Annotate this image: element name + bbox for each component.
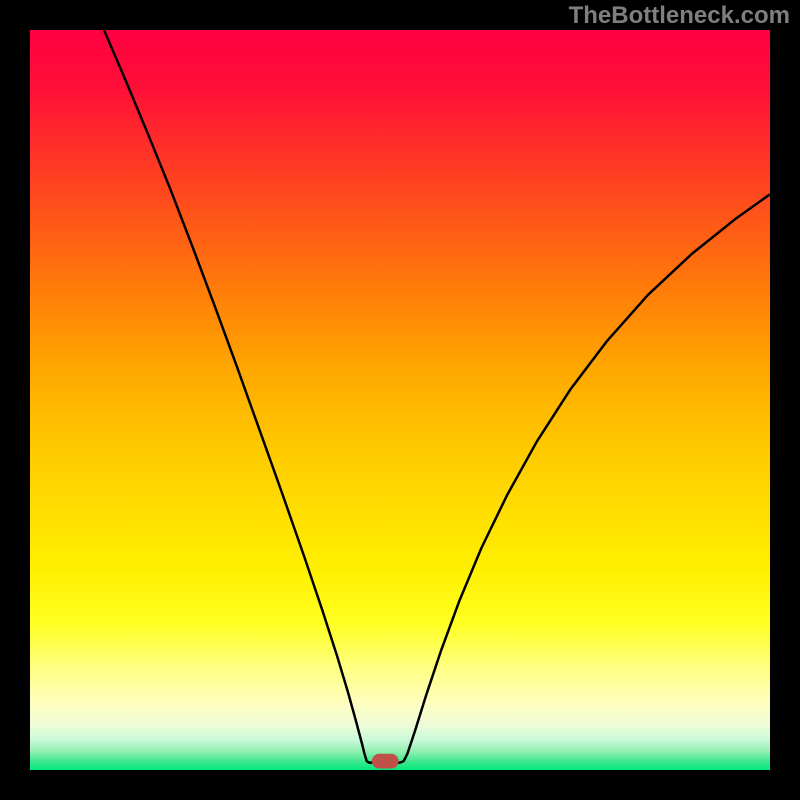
attribution-text: TheBottleneck.com	[569, 2, 790, 30]
bottleneck-chart	[0, 0, 800, 800]
bottleneck-marker	[372, 754, 399, 769]
chart-gradient-background	[30, 30, 770, 770]
